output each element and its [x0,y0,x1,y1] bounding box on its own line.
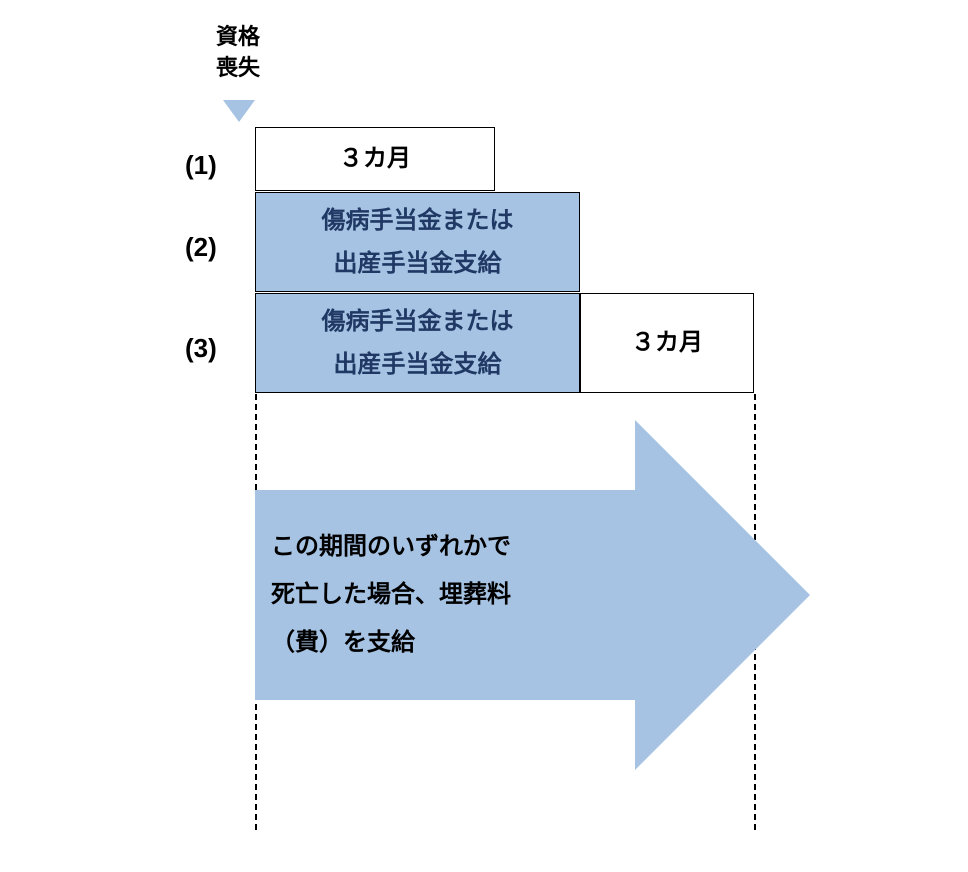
row-1-box-1-text: ３カ月 [339,137,411,180]
row-3-number: (3) [185,333,217,364]
arrow-text-line-1: この期間のいずれかで [271,533,511,560]
row-1-box-1: ３カ月 [255,127,495,191]
row-3-box-2-text: ３カ月 [631,321,703,364]
row-3-box-1-line-2: 出産手当金支給 [334,351,502,378]
diagram-container: 資格 喪失 (1) ３カ月 (2) 傷病手当金または 出産手当金支給 (3) 傷… [0,0,968,872]
arrow-text: この期間のいずれかで 死亡した場合、埋葬料 （費）を支給 [271,523,511,667]
row-1-number: (1) [185,150,217,181]
arrow-text-line-2: 死亡した場合、埋葬料 [271,581,511,608]
row-3-box-1: 傷病手当金または 出産手当金支給 [255,293,580,393]
triangle-down-icon [223,100,255,122]
arrow-text-line-3: （費）を支給 [271,629,415,656]
row-3-box-1-line-1: 傷病手当金または [322,308,514,335]
row-3-box-2: ３カ月 [580,293,754,393]
header-label: 資格 喪失 [208,22,268,84]
header-line-1: 資格 [216,24,260,49]
row-2-box-1-line-2: 出産手当金支給 [334,250,502,277]
arrow-body: この期間のいずれかで 死亡した場合、埋葬料 （費）を支給 [255,490,635,700]
header-line-2: 喪失 [216,55,260,80]
row-2-box-1-line-1: 傷病手当金または [322,207,514,234]
row-2-number: (2) [185,232,217,263]
row-2-box-1: 傷病手当金または 出産手当金支給 [255,192,580,292]
arrow-head-icon [635,420,810,770]
